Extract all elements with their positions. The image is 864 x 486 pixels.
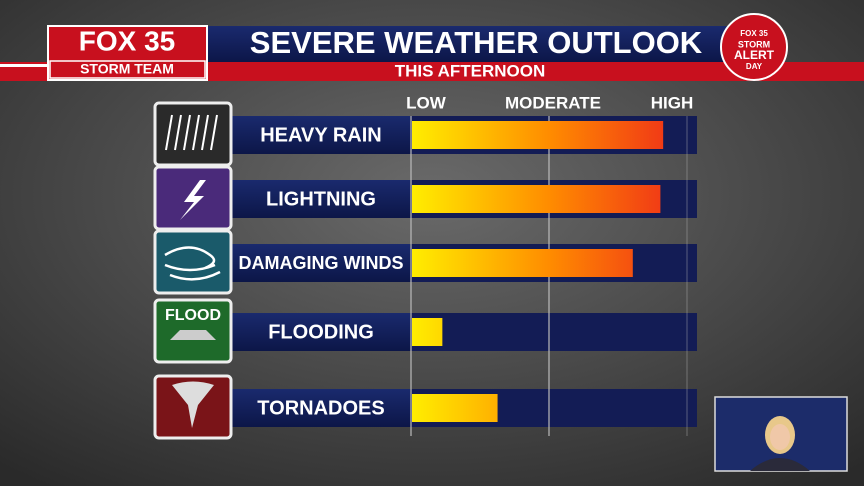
- category-label: HEAVY RAIN: [260, 124, 382, 146]
- x-tick-label: HIGH: [651, 93, 694, 112]
- label-panel: [232, 116, 410, 154]
- label-panel: [232, 313, 410, 351]
- rule: [0, 64, 48, 67]
- icon: [210, 114, 218, 151]
- icon: [183, 114, 191, 151]
- category-label: LIGHTNING: [266, 188, 376, 210]
- icon-frame: [153, 229, 233, 295]
- icon: [164, 246, 221, 281]
- icon: [174, 114, 182, 151]
- label-panel: [232, 244, 410, 282]
- label-panel: [232, 180, 410, 218]
- logo: FOX 35: [79, 25, 175, 56]
- badge: [720, 13, 788, 81]
- icon: [172, 381, 214, 428]
- chart-subtitle: THIS AFTERNOON: [395, 61, 545, 80]
- team: STORM TEAM: [80, 61, 174, 77]
- subtitle-band: [0, 62, 864, 81]
- category-label: TORNADOES: [257, 397, 384, 419]
- team-box: [49, 60, 206, 79]
- icon-label: FLOOD: [165, 307, 221, 324]
- x-tick-label: LOW: [406, 93, 447, 112]
- badge-text: FOX 35: [740, 29, 768, 38]
- badge-text: STORM: [738, 39, 770, 49]
- bar: [412, 185, 661, 213]
- bar: [412, 249, 633, 277]
- bar: [412, 318, 443, 346]
- icon: [170, 330, 216, 340]
- badge-text: ALERT: [734, 48, 775, 62]
- chart-title: SEVERE WEATHER OUTLOOK: [250, 25, 703, 60]
- badge-text: DAY: [746, 62, 763, 71]
- video-inset: [714, 396, 848, 472]
- icon: [201, 114, 209, 151]
- icon-frame: [153, 101, 233, 167]
- bar-track: [410, 313, 697, 351]
- icon: [180, 180, 206, 220]
- label-panel: [232, 389, 410, 427]
- category-label: FLOODING: [268, 321, 374, 343]
- icon: [192, 114, 200, 151]
- bar: [412, 394, 498, 422]
- category-label: DAMAGING WINDS: [239, 253, 404, 273]
- icon: [165, 114, 173, 151]
- x-tick-label: MODERATE: [505, 93, 601, 112]
- bar: [412, 121, 664, 149]
